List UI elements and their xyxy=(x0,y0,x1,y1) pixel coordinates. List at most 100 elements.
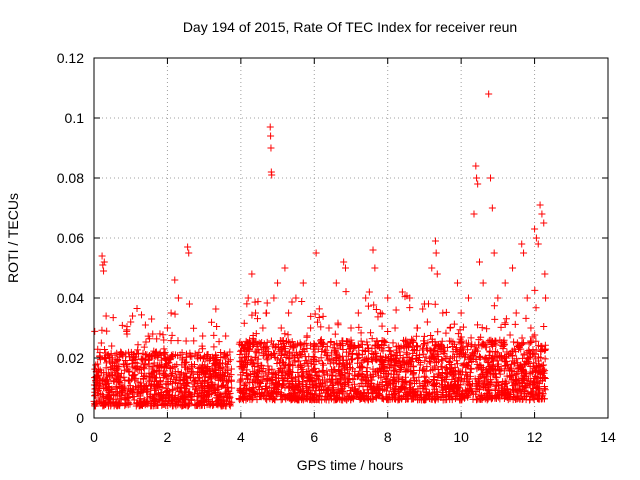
data-point xyxy=(201,373,209,381)
data-point xyxy=(479,382,487,390)
data-point xyxy=(415,373,423,381)
data-point xyxy=(277,351,285,359)
data-point xyxy=(150,381,158,389)
data-point xyxy=(363,364,371,372)
data-point xyxy=(438,356,446,364)
data-point xyxy=(198,342,206,350)
data-point xyxy=(148,393,156,401)
data-point xyxy=(96,384,104,392)
data-point xyxy=(448,343,456,351)
data-point xyxy=(327,339,335,347)
data-point xyxy=(204,351,212,359)
data-point xyxy=(139,375,147,383)
data-point xyxy=(429,393,437,401)
data-point xyxy=(210,343,218,351)
x-tick-label: 6 xyxy=(310,429,318,445)
data-point xyxy=(354,390,362,398)
data-point xyxy=(347,324,355,332)
data-point xyxy=(323,342,331,350)
y-axis: 0 0.02 0.04 0.06 0.08 0.1 0.12 xyxy=(57,50,608,426)
data-point xyxy=(542,294,550,302)
data-point xyxy=(427,367,435,375)
data-point xyxy=(282,395,290,403)
data-point xyxy=(348,351,356,359)
data-point xyxy=(175,379,183,387)
data-point xyxy=(277,396,285,404)
data-point xyxy=(373,342,381,350)
data-point xyxy=(185,300,193,308)
data-point xyxy=(345,360,353,368)
data-point xyxy=(242,337,250,345)
data-point xyxy=(530,374,538,382)
data-point xyxy=(410,376,418,384)
data-point xyxy=(378,341,386,349)
data-point xyxy=(504,396,512,404)
data-point xyxy=(438,377,446,385)
data-point xyxy=(285,391,293,399)
data-point xyxy=(279,380,287,388)
data-point xyxy=(281,264,289,272)
data-point xyxy=(531,286,539,294)
data-point xyxy=(168,380,176,388)
data-point xyxy=(469,390,477,398)
data-point xyxy=(400,342,408,350)
data-point xyxy=(190,324,198,332)
data-point xyxy=(309,353,317,361)
data-point xyxy=(447,381,455,389)
data-point xyxy=(279,342,287,350)
data-point xyxy=(156,378,164,386)
data-point xyxy=(103,327,111,335)
data-point xyxy=(320,386,328,394)
y-axis-label: ROTI / TECUs xyxy=(5,193,21,283)
data-point xyxy=(172,402,180,410)
data-point xyxy=(433,358,441,366)
data-point xyxy=(194,390,202,398)
data-point xyxy=(239,369,247,377)
data-point xyxy=(305,386,313,394)
data-point xyxy=(406,294,414,302)
data-point xyxy=(537,354,545,362)
data-point xyxy=(382,338,390,346)
data-point xyxy=(345,341,353,349)
data-point xyxy=(387,347,395,355)
data-point xyxy=(237,347,245,355)
data-point xyxy=(365,347,373,355)
data-point xyxy=(248,311,256,319)
data-point xyxy=(488,204,496,212)
data-point xyxy=(527,324,535,332)
data-point xyxy=(499,339,507,347)
data-point xyxy=(278,381,286,389)
data-point xyxy=(184,243,192,251)
data-point xyxy=(452,368,460,376)
data-point xyxy=(393,346,401,354)
data-point xyxy=(225,390,233,398)
data-point xyxy=(390,385,398,393)
data-point xyxy=(454,385,462,393)
data-point xyxy=(480,384,488,392)
data-point xyxy=(149,363,157,371)
data-point xyxy=(424,392,432,400)
data-point xyxy=(288,298,296,306)
data-point xyxy=(451,353,459,361)
data-point xyxy=(199,332,207,340)
data-point xyxy=(242,348,250,356)
data-point xyxy=(205,383,213,391)
data-point xyxy=(255,339,263,347)
data-point xyxy=(130,351,138,359)
data-point xyxy=(174,337,182,345)
data-point xyxy=(341,372,349,380)
data-point xyxy=(107,363,115,371)
data-point xyxy=(515,342,523,350)
data-point xyxy=(161,370,169,378)
data-point xyxy=(385,344,393,352)
data-point xyxy=(190,361,198,369)
data-point xyxy=(180,381,188,389)
data-point xyxy=(364,379,372,387)
data-point xyxy=(448,376,456,384)
data-point xyxy=(271,354,279,362)
data-point xyxy=(140,343,148,351)
data-point xyxy=(307,324,315,332)
data-point xyxy=(472,355,480,363)
data-point xyxy=(509,264,517,272)
data-point xyxy=(280,351,288,359)
